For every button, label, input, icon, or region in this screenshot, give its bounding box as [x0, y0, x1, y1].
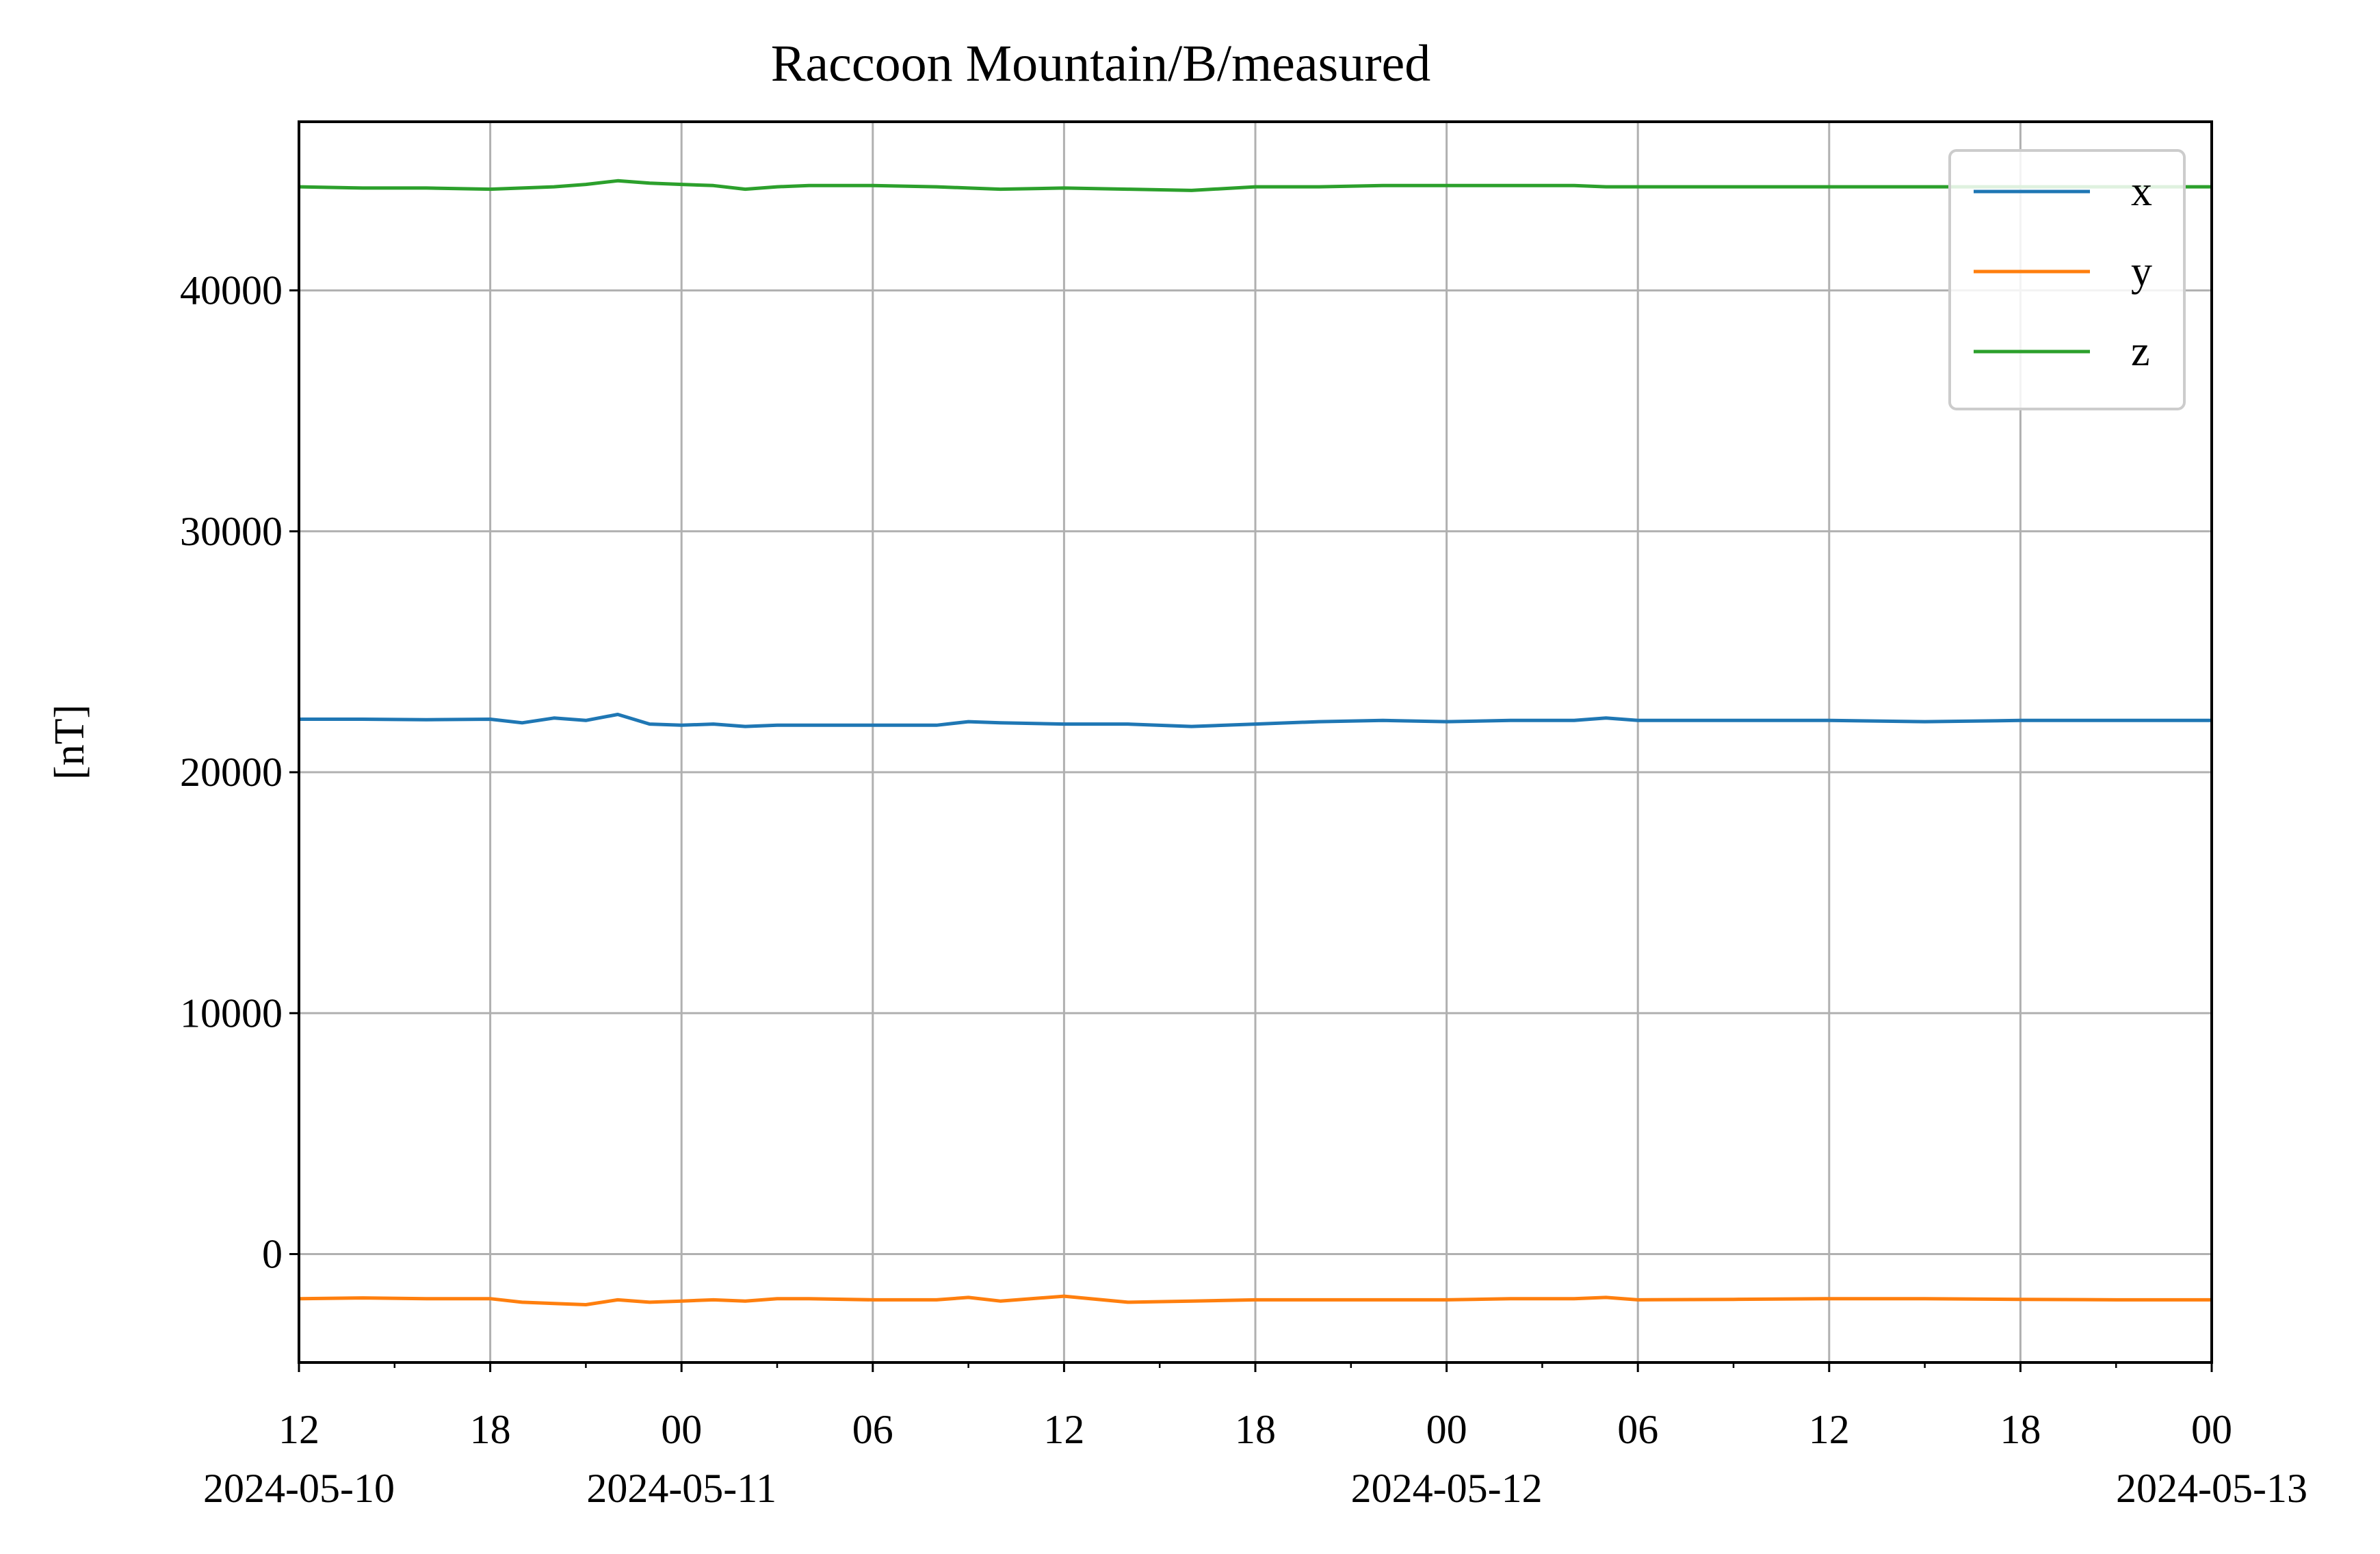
y-axis: 0 10000 20000 30000 40000: [180, 268, 299, 1276]
x-tick-label: 18: [470, 1407, 511, 1452]
legend-label-z: z: [2131, 328, 2150, 375]
series-lines: [298, 179, 2212, 1306]
legend-label-y: y: [2131, 248, 2152, 295]
x-tick-label: 06: [1617, 1407, 1658, 1452]
x-tick-label: 18: [1235, 1407, 1276, 1452]
legend-label-x: x: [2131, 168, 2152, 215]
x-tick-label: 00: [2191, 1407, 2232, 1452]
legend-box: [1948, 149, 2186, 410]
series-line-y: [298, 1294, 2212, 1306]
y-tick-label: 10000: [180, 990, 283, 1036]
x-tick-label: 12: [1043, 1407, 1084, 1452]
x-axis: 12 18 00 06 12 18 00 06 12 18 00 2024-05-10 2024-05-…: [203, 1362, 2307, 1511]
y-tick-label: 30000: [180, 509, 283, 554]
y-tick-label: 0: [262, 1231, 283, 1276]
x-tick-label: 00: [661, 1407, 702, 1452]
x-tick-label: 18: [2000, 1407, 2041, 1452]
chart-title: Raccoon Mountain/B/measured: [771, 35, 1431, 92]
x-tick-label: 00: [1426, 1407, 1467, 1452]
y-tick-label: 40000: [180, 268, 283, 313]
x-date-label: 2024-05-10: [203, 1466, 395, 1511]
grid-lines: [298, 122, 2213, 1362]
legend: xyz: [1948, 149, 2186, 410]
x-tick-label: 06: [852, 1407, 893, 1452]
x-date-label: 2024-05-12: [1351, 1466, 1543, 1511]
series-line-z: [298, 179, 2212, 192]
x-date-label: 2024-05-11: [586, 1466, 776, 1511]
x-tick-label: 12: [278, 1407, 319, 1452]
x-date-label: 2024-05-13: [2116, 1466, 2307, 1511]
series-line-x: [299, 713, 2212, 728]
y-tick-label: 20000: [180, 750, 283, 795]
y-axis-label: [nT]: [47, 704, 93, 780]
x-tick-label: 12: [1809, 1407, 1850, 1452]
